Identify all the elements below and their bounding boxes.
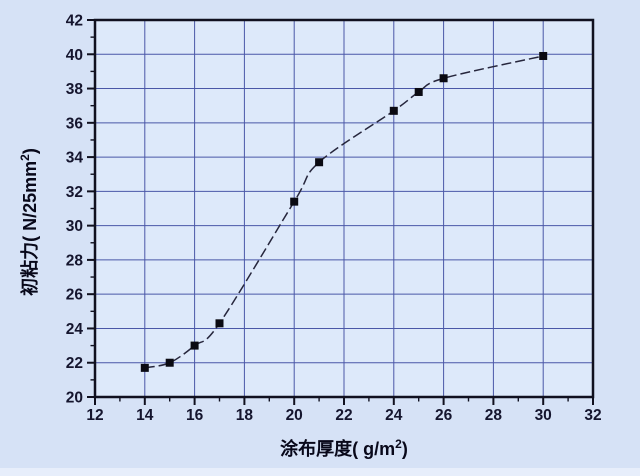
bottom-strip xyxy=(0,468,640,476)
data-point xyxy=(439,74,448,83)
data-point xyxy=(539,51,548,60)
axis-frame xyxy=(93,18,595,399)
x-tick-label: 18 xyxy=(236,407,254,424)
data-curve xyxy=(144,55,544,369)
x-tick-label: 28 xyxy=(485,407,503,424)
x-tick-label: 24 xyxy=(385,407,403,424)
y-tick-label: 34 xyxy=(66,150,84,167)
y-tick-label: 40 xyxy=(66,47,83,64)
x-tick-label: 16 xyxy=(186,407,204,424)
data-point xyxy=(290,197,299,206)
y-tick-label: 24 xyxy=(66,321,84,338)
x-axis-title: 涂布厚度( g/m2) xyxy=(280,437,408,459)
y-tick-label: 28 xyxy=(66,252,84,269)
data-point xyxy=(165,358,174,367)
data-point xyxy=(215,319,224,328)
y-axis-title: 初粘力( N/25mm2) xyxy=(18,148,40,296)
y-tick-label: 26 xyxy=(66,287,84,304)
y-tick-label: 36 xyxy=(66,115,84,132)
x-tick-label: 26 xyxy=(435,407,453,424)
x-tick-label: 20 xyxy=(286,407,303,424)
x-tick-label: 32 xyxy=(584,407,601,424)
data-point xyxy=(315,158,324,167)
data-point xyxy=(140,363,149,372)
x-tick-label: 14 xyxy=(136,407,154,424)
y-tick-label: 20 xyxy=(66,390,83,407)
data-point xyxy=(190,341,199,350)
y-tick-label: 42 xyxy=(66,13,83,30)
data-point xyxy=(389,106,398,115)
x-tick-label: 22 xyxy=(335,407,352,424)
y-tick-label: 32 xyxy=(66,184,83,201)
data-point xyxy=(414,87,423,96)
y-tick-label: 22 xyxy=(66,355,83,372)
y-tick-label: 30 xyxy=(66,218,83,235)
x-tick-label: 12 xyxy=(86,407,103,424)
x-tick-label: 30 xyxy=(535,407,552,424)
y-tick-label: 38 xyxy=(66,81,84,98)
